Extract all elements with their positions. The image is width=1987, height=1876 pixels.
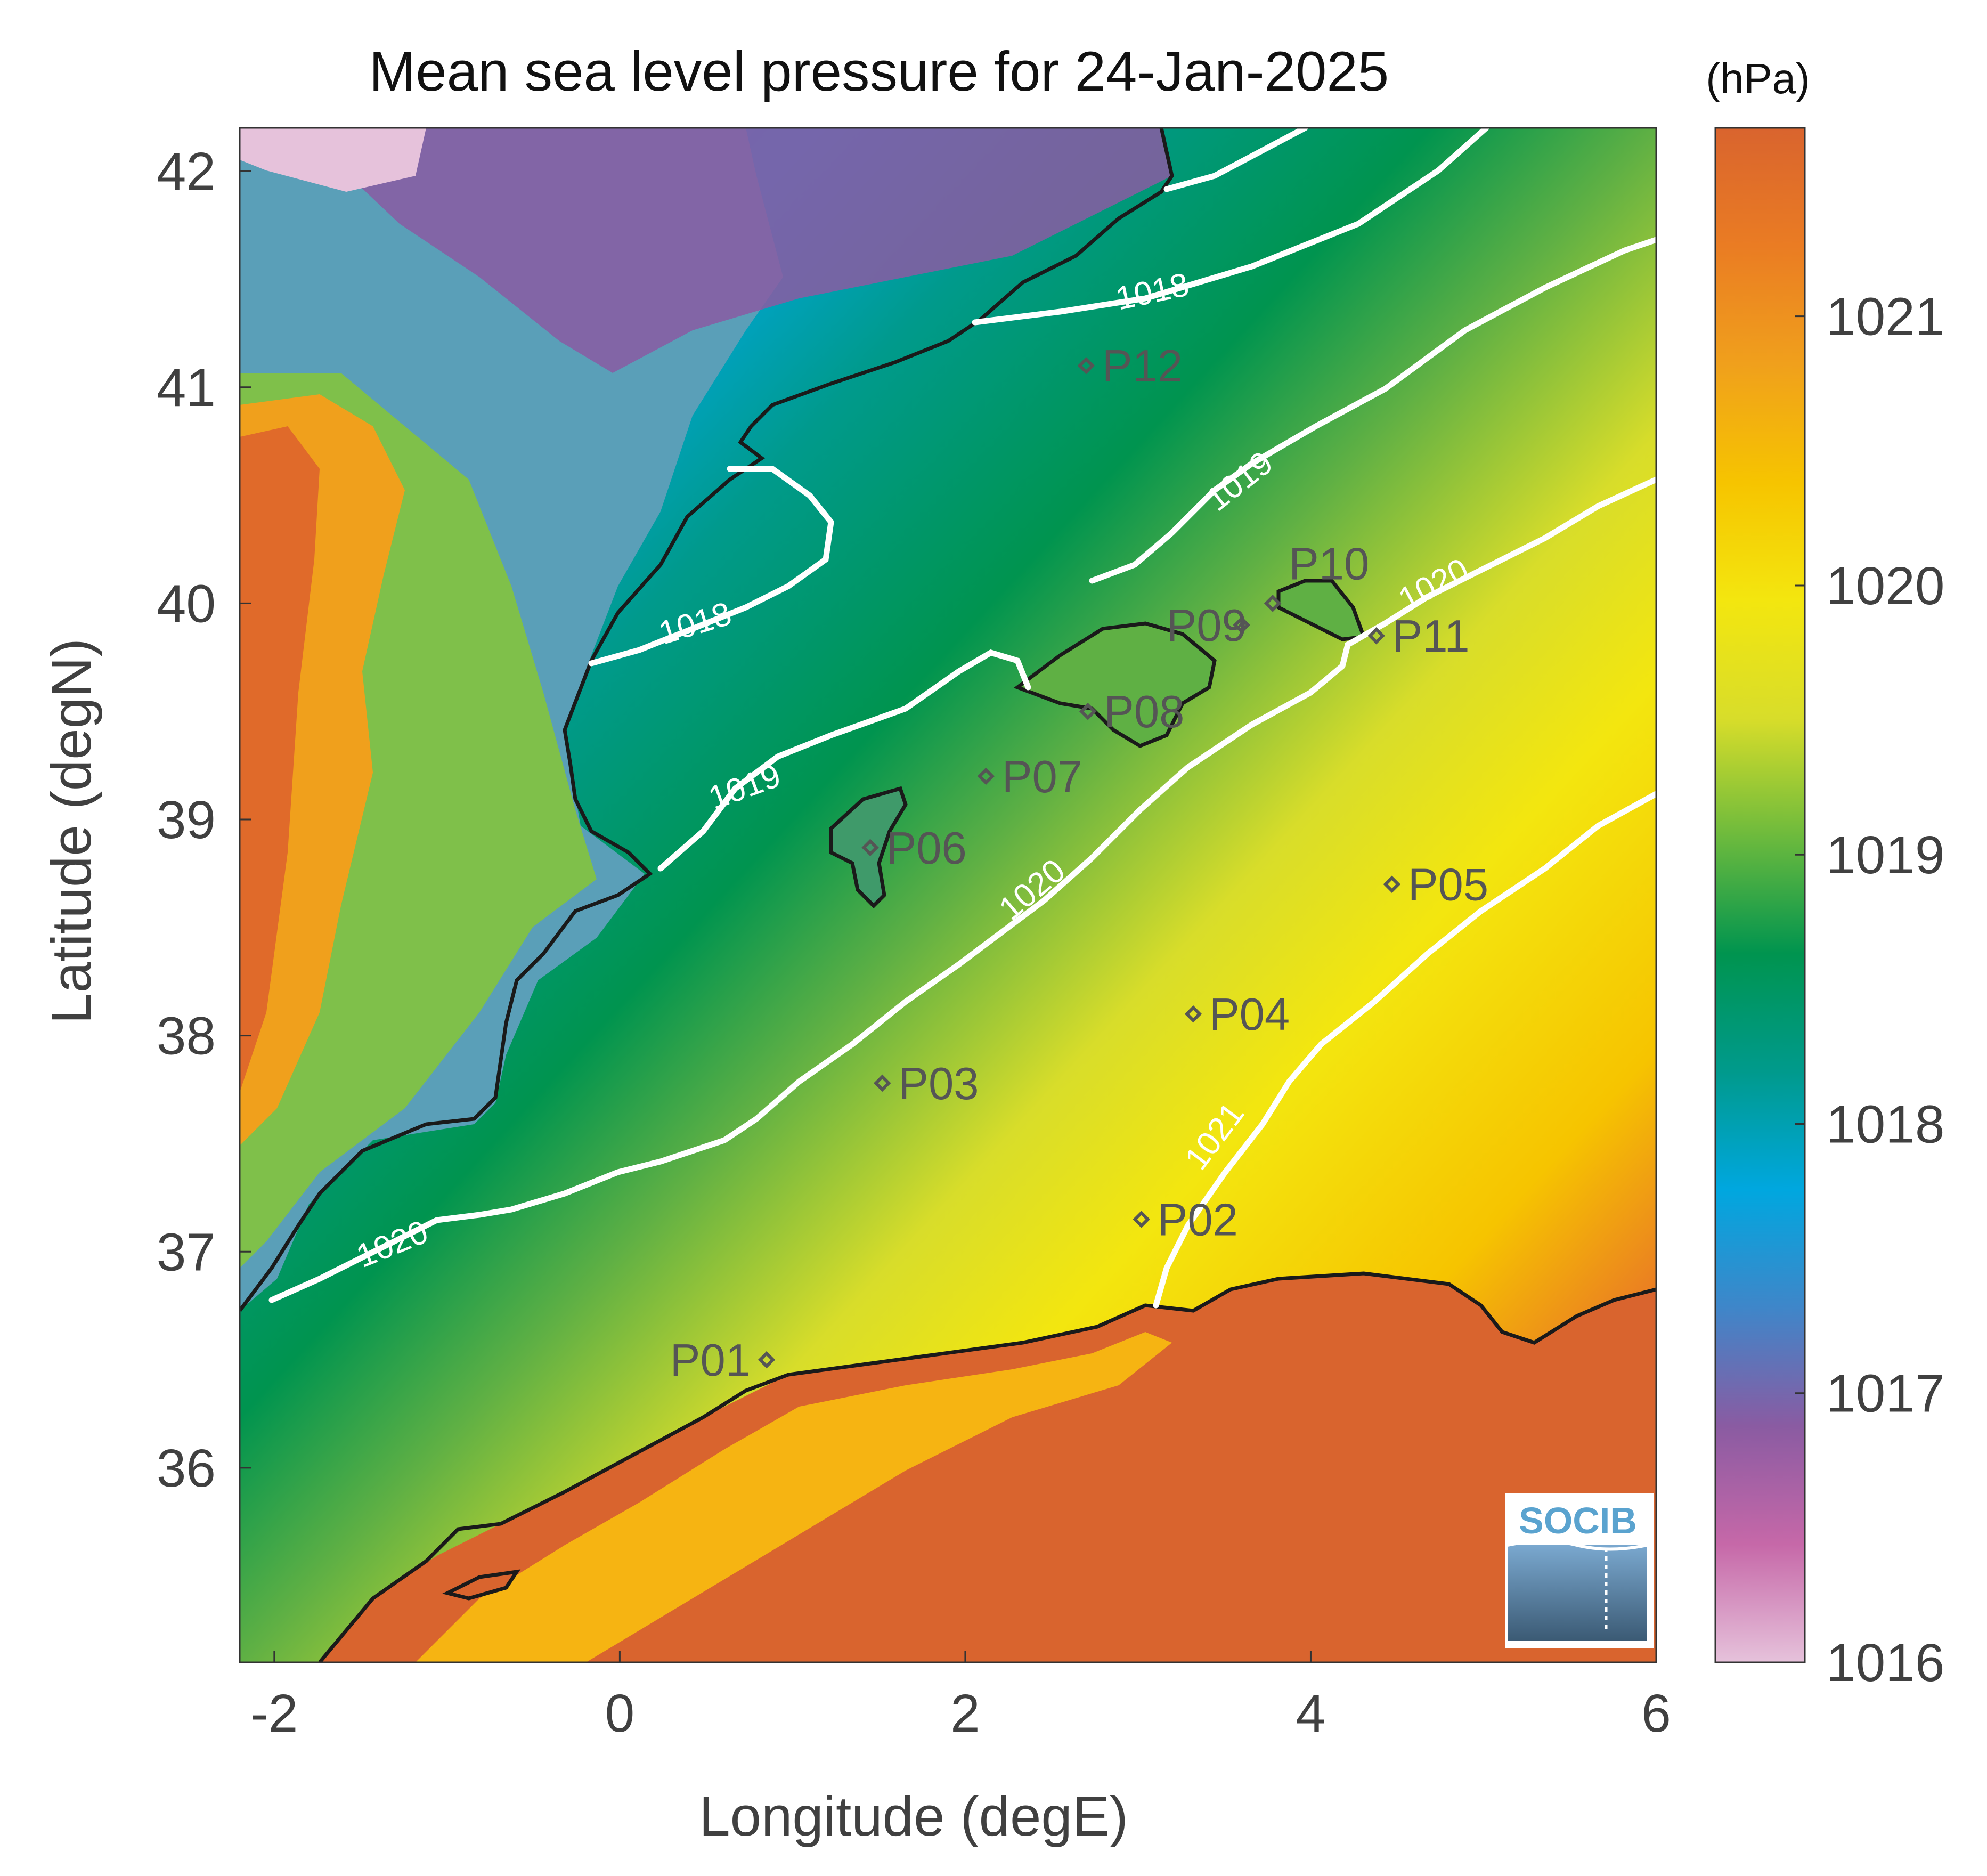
socib-logo: SOCIB bbox=[1505, 1493, 1654, 1648]
station-label: P04 bbox=[1209, 989, 1290, 1040]
station-marker bbox=[1383, 875, 1401, 893]
coastline-alboran bbox=[442, 1569, 521, 1601]
colorbar-tick-label: 1017 bbox=[1826, 1364, 1944, 1424]
station-label: P01 bbox=[670, 1335, 751, 1386]
y-tick-label: 41 bbox=[157, 358, 216, 418]
y-axis-ticks: 36 37 38 39 40 41 42 bbox=[157, 142, 251, 1498]
x-tick-label: -2 bbox=[250, 1684, 298, 1743]
isobar-lines bbox=[268, 128, 1656, 1309]
x-tick-label: 4 bbox=[1296, 1684, 1326, 1743]
x-tick-label: 2 bbox=[950, 1684, 980, 1743]
y-tick-label: 38 bbox=[157, 1006, 216, 1066]
station-marker bbox=[1184, 1005, 1202, 1023]
station-label: P09 bbox=[1167, 600, 1247, 651]
station-marker bbox=[1133, 1211, 1150, 1228]
map-title: Mean sea level pressure for 24-Jan-2025 bbox=[369, 40, 1389, 103]
x-tick-label: 0 bbox=[605, 1684, 635, 1743]
coastline-africa bbox=[318, 1271, 1656, 1662]
land-pyrenees bbox=[298, 128, 1172, 373]
colorbar-tick-label: 1020 bbox=[1826, 556, 1944, 616]
y-tick-label: 39 bbox=[157, 790, 216, 850]
colorbar-tick-label: 1019 bbox=[1826, 825, 1944, 885]
station-label: P02 bbox=[1158, 1195, 1238, 1245]
station-label: P05 bbox=[1408, 860, 1488, 911]
plot-frame bbox=[239, 127, 1657, 1663]
y-tick-label: 42 bbox=[157, 142, 216, 201]
station-marker bbox=[1077, 356, 1095, 375]
station-label: P11 bbox=[1392, 611, 1470, 662]
isobar-1018-gulf bbox=[588, 466, 834, 667]
station-label: P12 bbox=[1102, 341, 1183, 392]
land-north-africa-coastal bbox=[416, 1332, 1172, 1662]
logo-text: SOCIB bbox=[1519, 1500, 1637, 1541]
station-marker bbox=[1367, 627, 1385, 645]
y-tick-label: 36 bbox=[157, 1439, 216, 1498]
colorbar-tick-label: 1016 bbox=[1826, 1633, 1944, 1693]
station-marker bbox=[758, 1351, 776, 1369]
station-marker bbox=[1079, 702, 1097, 720]
land-iberia-core bbox=[240, 426, 320, 1092]
island-ibiza bbox=[829, 786, 908, 908]
map-plot-area: 1018 1018 1019 1019 1020 1020 1020 1021 … bbox=[240, 128, 1656, 1662]
x-axis-label: Longitude (degE) bbox=[699, 1785, 1128, 1848]
isobar-1018-north bbox=[1163, 128, 1308, 192]
isobar-1019 bbox=[657, 237, 1656, 872]
station-markers: P01 P02 P03 P04 P05 P06 P07 P08 P09 P10 P11 P12 bbox=[670, 341, 1488, 1386]
colorbar-tick-label: 1021 bbox=[1826, 287, 1944, 347]
y-tick-label: 37 bbox=[157, 1222, 216, 1282]
station-label: P07 bbox=[1002, 752, 1082, 802]
station-label: P08 bbox=[1104, 687, 1184, 737]
land-pyrenees-high bbox=[240, 128, 426, 192]
x-tick-label: 6 bbox=[1641, 1684, 1671, 1743]
station-marker bbox=[1264, 595, 1282, 612]
colorbar-tick-label: 1018 bbox=[1826, 1094, 1944, 1154]
isobar-1018-mid bbox=[972, 128, 1489, 326]
station-label: P06 bbox=[886, 823, 967, 874]
station-marker bbox=[874, 1074, 891, 1092]
y-axis-label: Latitude (degN) bbox=[40, 638, 103, 1024]
coastline-iberia bbox=[240, 128, 1174, 1312]
isobar-1020 bbox=[268, 476, 1656, 1303]
station-label: P10 bbox=[1289, 539, 1369, 589]
y-tick-label: 40 bbox=[157, 574, 216, 634]
x-axis-ticks: -2 0 2 4 6 bbox=[250, 1651, 1671, 1743]
station-label: P03 bbox=[898, 1059, 979, 1109]
colorbar-ticks: 1016 1017 1018 1019 1020 1021 bbox=[1795, 287, 1944, 1693]
colorbar-units: (hPa) bbox=[1706, 55, 1810, 102]
station-marker bbox=[1233, 616, 1251, 634]
isobar-1021 bbox=[1153, 791, 1656, 1309]
colorbar bbox=[1714, 127, 1806, 1663]
station-marker bbox=[861, 839, 879, 857]
station-marker bbox=[977, 767, 995, 785]
